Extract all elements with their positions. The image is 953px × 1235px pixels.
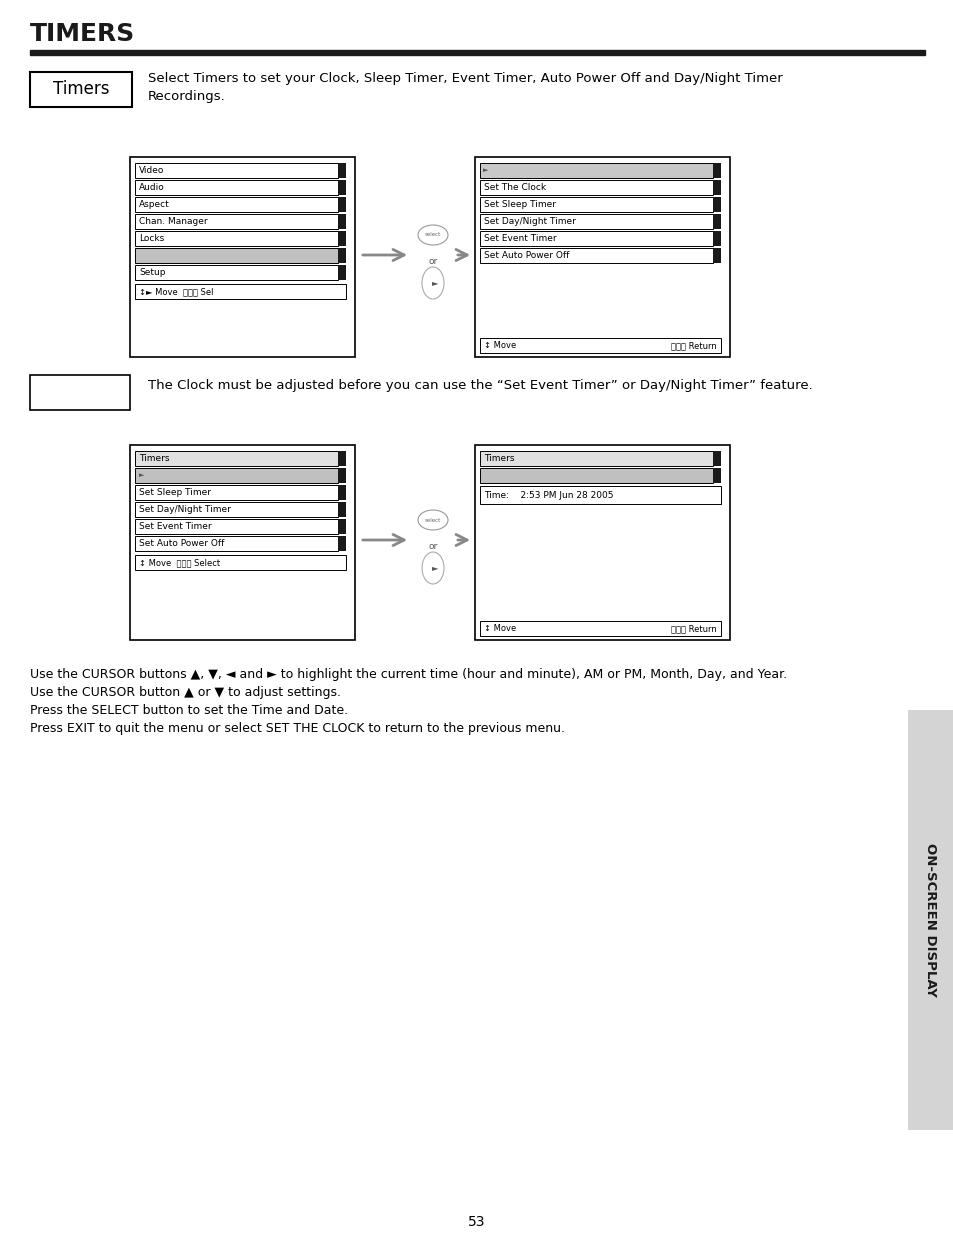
Text: ↕ Move: ↕ Move [483,624,516,634]
Text: Aspect: Aspect [139,200,170,209]
Bar [479,214,712,228]
Bar [135,536,337,551]
Bar [135,501,337,517]
Bar [30,375,130,410]
Text: ⓈⓈⓈ Return: ⓈⓈⓈ Return [671,341,717,350]
Text: ↕► Move  ⓈⓈⓈ Sel: ↕► Move ⓈⓈⓈ Sel [139,287,213,296]
Bar [135,485,337,500]
Text: Set Sleep Timer: Set Sleep Timer [139,488,211,496]
Bar [479,468,712,483]
Text: select: select [424,232,440,237]
Text: or: or [428,257,437,266]
Text: Set Event Timer: Set Event Timer [483,233,556,243]
Text: Setup: Setup [139,268,165,277]
Bar [479,487,720,504]
Bar [712,214,720,228]
Bar [135,163,337,178]
Text: Chan. Manager: Chan. Manager [139,217,208,226]
Text: Use the CURSOR buttons ▲, ▼, ◄ and ► to highlight the current time (hour and min: Use the CURSOR buttons ▲, ▼, ◄ and ► to … [30,668,786,680]
Bar [135,198,337,212]
Bar [337,485,346,500]
Bar [479,451,712,466]
Text: Audio: Audio [139,183,165,191]
Bar [337,214,346,228]
Bar [907,710,953,1130]
Text: ►: ► [482,168,488,173]
Text: Use the CURSOR button ▲ or ▼ to adjust settings.: Use the CURSOR button ▲ or ▼ to adjust s… [30,685,340,699]
Text: ON-SCREEN DISPLAY: ON-SCREEN DISPLAY [923,844,937,997]
Text: Time:    2:53 PM Jun 28 2005: Time: 2:53 PM Jun 28 2005 [483,490,613,499]
Text: Select Timers to set your Clock, Sleep Timer, Event Timer, Auto Power Off and Da: Select Timers to set your Clock, Sleep T… [148,72,781,103]
Text: Set The Clock: Set The Clock [483,183,545,191]
Text: ►: ► [432,279,437,288]
Bar [712,163,720,178]
Bar [135,231,337,246]
Bar [479,621,720,636]
Text: Timers: Timers [52,80,110,99]
Bar [135,519,337,534]
Bar [479,180,712,195]
Bar [337,248,346,263]
Bar [135,266,337,280]
Bar [712,231,720,246]
Text: Set Day/Night Timer: Set Day/Night Timer [139,505,231,514]
Text: ⓈⓈⓈ Return: ⓈⓈⓈ Return [671,624,717,634]
Bar [337,198,346,212]
Bar [712,180,720,195]
Bar [712,468,720,483]
Bar [712,248,720,263]
Bar [337,501,346,517]
Bar [479,163,712,178]
Text: select: select [424,517,440,522]
Bar [135,214,337,228]
Text: or: or [428,542,437,551]
Bar [479,231,712,246]
Bar [479,248,712,263]
Bar [337,180,346,195]
Text: ►: ► [432,563,437,573]
Text: ↕ Move: ↕ Move [483,341,516,350]
Bar [337,519,346,534]
Bar [135,248,337,263]
Text: ►: ► [139,473,144,478]
Bar [130,445,355,640]
Bar [479,338,720,353]
Bar [337,266,346,280]
Bar [712,198,720,212]
Bar [475,157,729,357]
Bar [135,555,346,571]
Bar [337,451,346,466]
Bar [337,231,346,246]
Text: ↕ Move  ⓈⓈⓈ Select: ↕ Move ⓈⓈⓈ Select [139,558,220,567]
Text: Timers: Timers [483,454,514,463]
Text: The Clock must be adjusted before you can use the “Set Event Timer” or Day/Night: The Clock must be adjusted before you ca… [148,379,812,391]
Text: Set Event Timer: Set Event Timer [139,522,212,531]
Bar [135,180,337,195]
Bar [135,284,346,299]
Bar [712,451,720,466]
Text: Set Auto Power Off: Set Auto Power Off [483,251,569,261]
Bar [30,49,924,56]
Bar [479,198,712,212]
Text: Set Day/Night Timer: Set Day/Night Timer [483,217,576,226]
Text: Locks: Locks [139,233,164,243]
Bar [337,536,346,551]
Bar [130,157,355,357]
Text: 53: 53 [468,1215,485,1229]
Bar [475,445,729,640]
Text: Press EXIT to quit the menu or select SET THE CLOCK to return to the previous me: Press EXIT to quit the menu or select SE… [30,722,564,735]
Text: Timers: Timers [139,454,170,463]
Bar [337,468,346,483]
Bar [135,468,337,483]
Text: Set Auto Power Off: Set Auto Power Off [139,538,224,548]
Text: TIMERS: TIMERS [30,22,135,46]
Text: Video: Video [139,165,164,175]
Bar [135,451,337,466]
Bar [30,72,132,107]
Text: Press the SELECT button to set the Time and Date.: Press the SELECT button to set the Time … [30,704,348,718]
Bar [337,163,346,178]
Text: Set Sleep Timer: Set Sleep Timer [483,200,556,209]
